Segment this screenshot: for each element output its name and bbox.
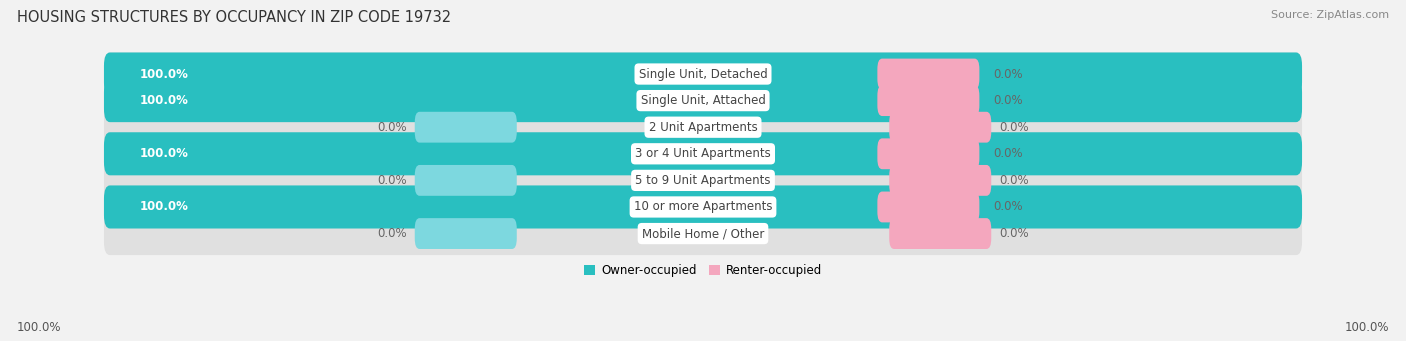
Text: 0.0%: 0.0% xyxy=(1000,227,1029,240)
Text: HOUSING STRUCTURES BY OCCUPANCY IN ZIP CODE 19732: HOUSING STRUCTURES BY OCCUPANCY IN ZIP C… xyxy=(17,10,451,25)
Text: 100.0%: 100.0% xyxy=(139,94,188,107)
FancyBboxPatch shape xyxy=(877,59,980,89)
FancyBboxPatch shape xyxy=(104,132,1302,175)
FancyBboxPatch shape xyxy=(415,218,517,249)
FancyBboxPatch shape xyxy=(104,79,1302,122)
FancyBboxPatch shape xyxy=(877,138,980,169)
Text: 100.0%: 100.0% xyxy=(17,321,62,334)
Text: Single Unit, Attached: Single Unit, Attached xyxy=(641,94,765,107)
Text: 3 or 4 Unit Apartments: 3 or 4 Unit Apartments xyxy=(636,147,770,160)
Text: 100.0%: 100.0% xyxy=(139,201,188,213)
FancyBboxPatch shape xyxy=(415,112,517,143)
Text: 0.0%: 0.0% xyxy=(994,201,1024,213)
Text: Source: ZipAtlas.com: Source: ZipAtlas.com xyxy=(1271,10,1389,20)
FancyBboxPatch shape xyxy=(104,159,1302,202)
FancyBboxPatch shape xyxy=(104,186,1302,228)
FancyBboxPatch shape xyxy=(104,186,1302,228)
FancyBboxPatch shape xyxy=(104,212,1302,255)
Legend: Owner-occupied, Renter-occupied: Owner-occupied, Renter-occupied xyxy=(579,260,827,282)
Text: 0.0%: 0.0% xyxy=(1000,174,1029,187)
Text: 0.0%: 0.0% xyxy=(1000,121,1029,134)
FancyBboxPatch shape xyxy=(889,112,991,143)
FancyBboxPatch shape xyxy=(104,53,1302,95)
Text: 10 or more Apartments: 10 or more Apartments xyxy=(634,201,772,213)
Text: 100.0%: 100.0% xyxy=(139,68,188,80)
Text: 0.0%: 0.0% xyxy=(377,174,406,187)
Text: 5 to 9 Unit Apartments: 5 to 9 Unit Apartments xyxy=(636,174,770,187)
Text: Mobile Home / Other: Mobile Home / Other xyxy=(641,227,765,240)
Text: 100.0%: 100.0% xyxy=(139,147,188,160)
FancyBboxPatch shape xyxy=(104,132,1302,175)
FancyBboxPatch shape xyxy=(104,53,1302,95)
FancyBboxPatch shape xyxy=(104,106,1302,149)
FancyBboxPatch shape xyxy=(877,85,980,116)
FancyBboxPatch shape xyxy=(889,218,991,249)
Text: 100.0%: 100.0% xyxy=(1344,321,1389,334)
Text: 0.0%: 0.0% xyxy=(994,147,1024,160)
FancyBboxPatch shape xyxy=(104,79,1302,122)
Text: 0.0%: 0.0% xyxy=(994,94,1024,107)
FancyBboxPatch shape xyxy=(415,165,517,196)
FancyBboxPatch shape xyxy=(889,165,991,196)
Text: 0.0%: 0.0% xyxy=(994,68,1024,80)
Text: 0.0%: 0.0% xyxy=(377,121,406,134)
Text: 2 Unit Apartments: 2 Unit Apartments xyxy=(648,121,758,134)
FancyBboxPatch shape xyxy=(877,192,980,222)
Text: 0.0%: 0.0% xyxy=(377,227,406,240)
Text: Single Unit, Detached: Single Unit, Detached xyxy=(638,68,768,80)
